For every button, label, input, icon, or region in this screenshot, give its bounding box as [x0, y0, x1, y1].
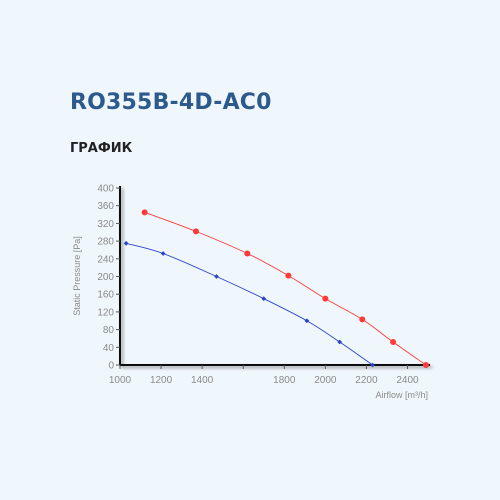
series-2-point	[370, 362, 375, 368]
y-axis-label: Static Pressure [Pa]	[72, 236, 82, 316]
x-axis-label: Airflow [m³/h]	[375, 390, 428, 400]
y-tick-label: 200	[97, 272, 114, 283]
y-tick-label: 80	[103, 325, 115, 336]
series-1-point	[285, 272, 292, 279]
y-tick-label: 160	[97, 290, 114, 301]
series-2-point	[160, 251, 166, 256]
y-tick-label: 320	[97, 219, 114, 230]
series-1-point	[422, 362, 429, 368]
x-tick-label: 1400	[191, 375, 214, 386]
y-tick-label: 240	[97, 254, 114, 265]
series-1-point	[322, 295, 329, 302]
y-tick-label: 280	[97, 237, 114, 248]
x-tick-label: 1200	[150, 375, 173, 386]
series-1-point	[359, 316, 366, 323]
y-tick-label: 40	[103, 343, 115, 354]
series-1-point	[141, 209, 148, 216]
series-1-point	[244, 250, 251, 257]
section-heading: ГРАФИК	[70, 141, 133, 156]
series-2-point	[123, 240, 129, 246]
model-title: RO355B-4D-AC0	[70, 90, 272, 115]
y-tick-label: 120	[97, 307, 114, 318]
series-1-line	[144, 211, 427, 366]
series-2-point	[304, 318, 310, 324]
y-tick-label: 360	[97, 201, 114, 212]
x-tick-label: 1000	[109, 375, 132, 386]
y-tick-label: 400	[97, 184, 114, 195]
series-2-point	[337, 339, 343, 345]
series-1-point	[192, 228, 199, 235]
series-2-point	[214, 274, 219, 279]
x-tick-label: 1800	[273, 375, 296, 386]
x-tick-label: 2200	[355, 375, 378, 386]
y-tick-label: 0	[108, 361, 114, 372]
series-1-point	[390, 338, 397, 345]
x-tick-label: 2000	[314, 375, 337, 386]
series-2-point	[261, 296, 267, 302]
x-tick-label: 2400	[396, 375, 419, 386]
